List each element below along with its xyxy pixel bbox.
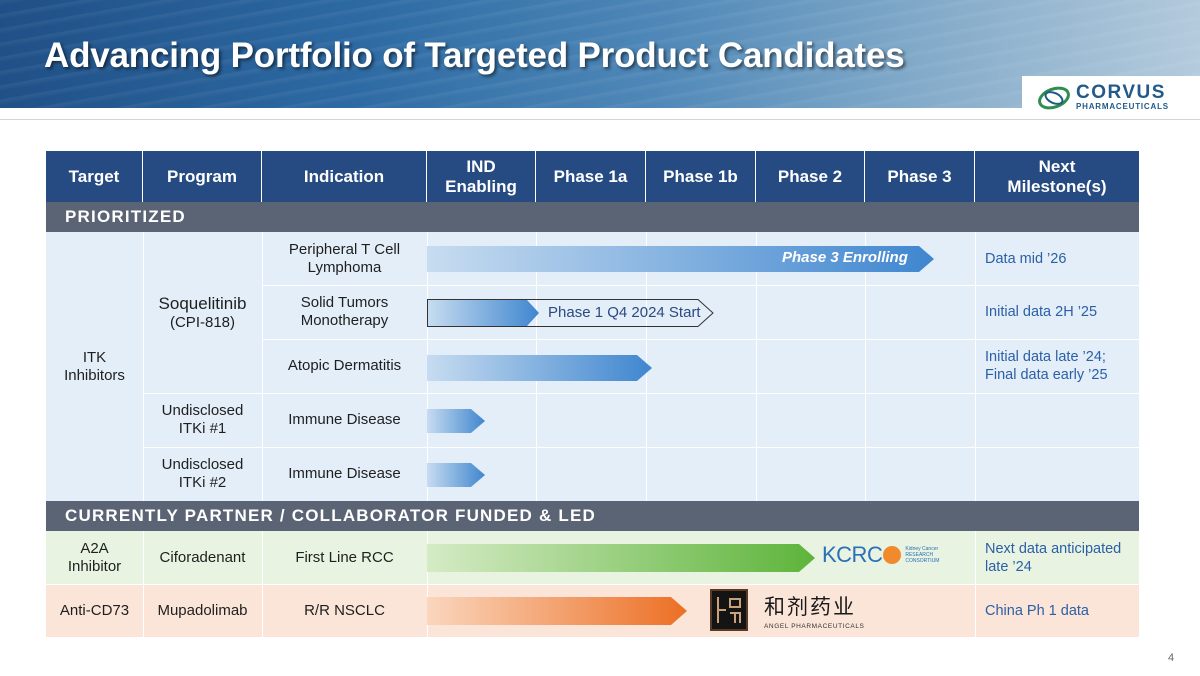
angel-english-name: ANGEL PHARMACEUTICALS (764, 622, 865, 630)
bar-label-ptcl: Phase 3 Enrolling (782, 249, 908, 266)
target-anti-cd73: Anti-CD73 (59, 602, 130, 619)
program-mupadolimab: Mupadolimab (157, 602, 248, 619)
header-ind-enabling: IND Enabling (427, 151, 536, 202)
bar-label-solid-tumors: Phase 1 Q4 2024 Start (548, 304, 701, 321)
indication-ptcl: Peripheral T Cell Lymphoma (288, 240, 401, 276)
grid-vline (975, 232, 976, 501)
indication-first-line-rcc: First Line RCC (295, 548, 394, 566)
grid-hline (46, 584, 1139, 585)
corvus-logo: CORVUS PHARMACEUTICALS (1022, 76, 1200, 118)
grid-hline (262, 339, 1139, 340)
header-phase-1a: Phase 1a (536, 151, 646, 202)
grid-vline (975, 585, 976, 637)
program-name: Soquelitinib (158, 293, 247, 313)
milestone-ptcl: Data mid ’26 (985, 250, 1067, 267)
target-a2a: A2A Inhibitor (67, 539, 122, 575)
kcrc-logo: KCRC Kidney Cancer RESEARCH CONSORTIUM (822, 542, 939, 568)
program-code: (CPI-818) (169, 313, 236, 331)
grid-vline (262, 232, 263, 501)
grid-vline (756, 232, 757, 501)
indication-solid-tumors: Solid Tumors Monotherapy (300, 294, 389, 329)
header-phase-1b: Phase 1b (646, 151, 756, 202)
program-soquelitinib: Soquelitinib (CPI-818) (143, 232, 262, 393)
kcrc-circle-icon (883, 546, 902, 564)
progress-bar-atopic-dermatitis (427, 355, 652, 381)
section-partner: CURRENTLY PARTNER / COLLABORATOR FUNDED … (46, 501, 1139, 531)
angel-seal-glyph (717, 597, 741, 623)
corvus-logo-icon (1038, 86, 1070, 110)
grid-vline (143, 585, 144, 637)
grid-hline (143, 393, 1139, 394)
section-prioritized: PRIORITIZED (46, 202, 1139, 232)
indication-rr-nsclc: R/R NSCLC (304, 602, 385, 619)
milestone-a2a: Next data anticipated late ’24 (985, 540, 1122, 575)
header-indication: Indication (262, 151, 427, 202)
kcrc-name: KCRC (822, 542, 883, 567)
progress-bar-itki-2 (427, 463, 485, 487)
milestone-atopic-dermatitis: Initial data late ’24; Final data early … (985, 349, 1108, 383)
header-target: Target (46, 151, 143, 202)
progress-bar-ciforadenant (427, 544, 815, 572)
indication-immune-disease-1: Immune Disease (288, 411, 401, 428)
title-banner: Advancing Portfolio of Targeted Product … (0, 0, 1200, 108)
slide-title: Advancing Portfolio of Targeted Product … (44, 36, 905, 75)
progress-bar-ptcl (427, 246, 934, 272)
title-rule (0, 119, 1200, 120)
grid-hline (262, 285, 1139, 286)
indication-immune-disease-2: Immune Disease (288, 465, 401, 482)
header-program: Program (143, 151, 262, 202)
indication-atopic-dermatitis: Atopic Dermatitis (287, 357, 402, 374)
angel-chinese-name: 和剂药业 (764, 594, 856, 619)
program-itki-2: Undisclosed ITKi #2 (161, 456, 244, 491)
logo-subtitle: PHARMACEUTICALS (1076, 102, 1169, 111)
grid-vline (143, 232, 144, 501)
page-number: 4 (1168, 652, 1175, 664)
header-next-milestones: Next Milestone(s) (975, 151, 1139, 202)
milestone-solid-tumors: Initial data 2H ’25 (985, 304, 1098, 320)
angel-pharma-logo: 和剂药业 ANGEL PHARMACEUTICALS (710, 589, 865, 631)
progress-bar-mupadolimab (427, 597, 687, 625)
pipeline-table: Target Program Indication IND Enabling P… (46, 151, 1139, 637)
header-phase-3: Phase 3 (865, 151, 975, 202)
logo-name: CORVUS (1076, 82, 1166, 103)
program-itki-1: Undisclosed ITKi #1 (161, 402, 244, 437)
target-itk-inhibitors: ITK Inhibitors (64, 348, 125, 384)
angel-seal-icon (710, 589, 748, 631)
progress-bar-solid-tumors (427, 299, 714, 327)
header-phase-2: Phase 2 (756, 151, 865, 202)
grid-hline (143, 447, 1139, 448)
milestone-cd73: China Ph 1 data (985, 603, 1089, 619)
progress-bar-itki-1 (427, 409, 485, 433)
grid-vline (262, 585, 263, 637)
grid-vline (865, 232, 866, 501)
program-ciforadenant: Ciforadenant (159, 548, 246, 566)
kcrc-subtext: Kidney Cancer RESEARCH CONSORTIUM (905, 546, 940, 564)
